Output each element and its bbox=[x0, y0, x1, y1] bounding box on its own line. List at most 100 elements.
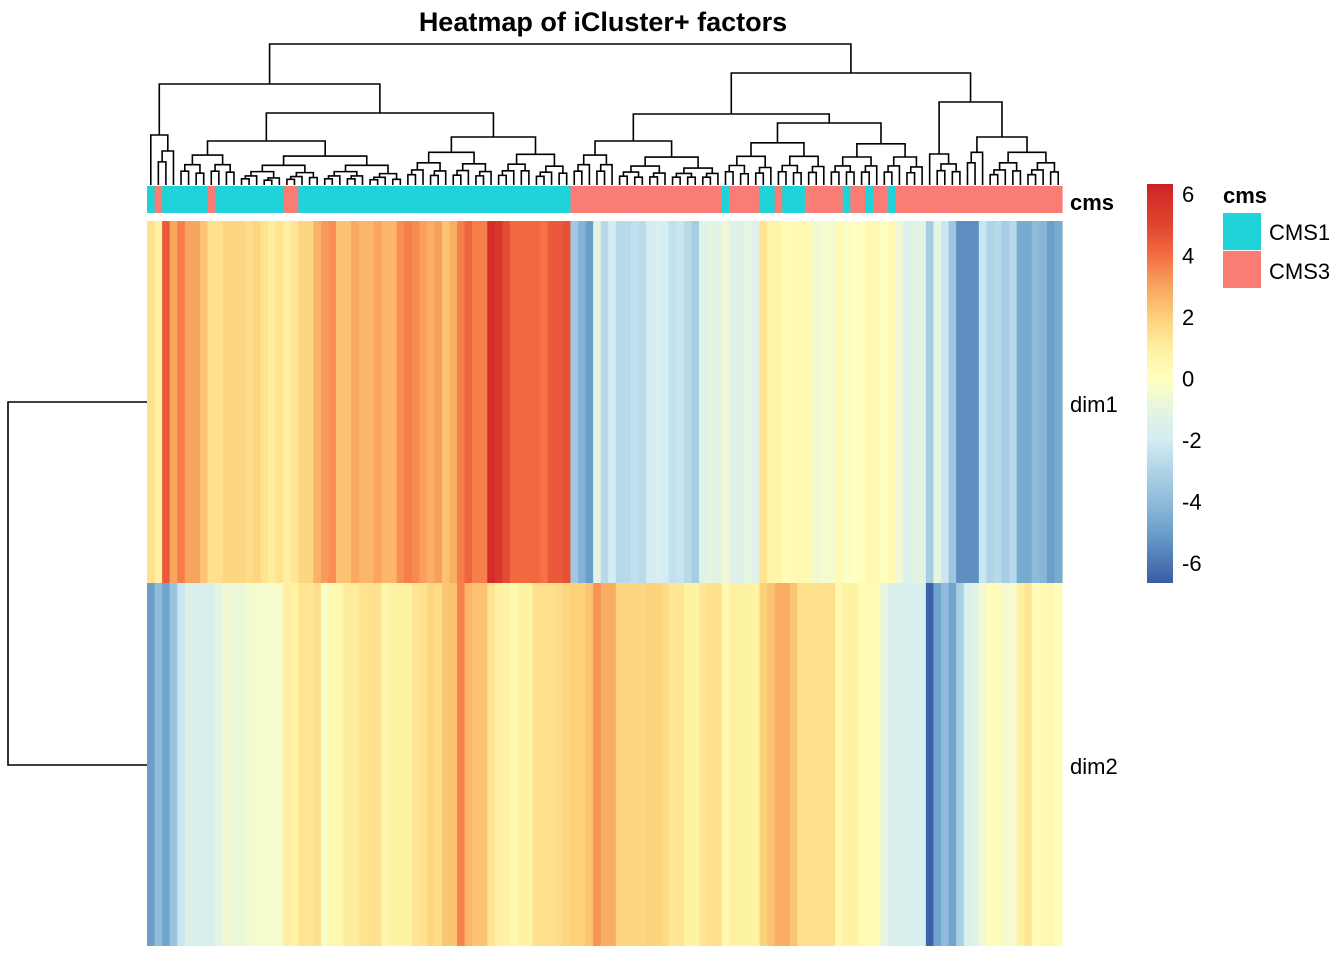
heatmap-cell-dim1 bbox=[260, 221, 269, 583]
heatmap-cell-dim2 bbox=[260, 583, 269, 946]
annotation-cell bbox=[343, 186, 352, 213]
annotation-cell bbox=[547, 186, 556, 213]
heatmap-cell-dim1 bbox=[578, 221, 587, 583]
annotation-cell bbox=[759, 186, 768, 213]
heatmap-cell-dim1 bbox=[283, 221, 292, 583]
heatmap-cell-dim1 bbox=[509, 221, 519, 583]
cms-legend-title: cms bbox=[1223, 183, 1267, 208]
annotation-cell bbox=[532, 186, 541, 213]
heatmap-cell-dim2 bbox=[903, 583, 912, 946]
heatmap-cell-dim2 bbox=[857, 583, 866, 946]
annotation-cell bbox=[449, 186, 458, 213]
heatmap-cell-dim2 bbox=[517, 583, 526, 946]
heatmap-cell-dim2 bbox=[1039, 583, 1048, 946]
dendrogram-branch bbox=[998, 162, 1018, 171]
dendrogram-branch bbox=[811, 165, 825, 185]
annotation-cell bbox=[751, 186, 761, 213]
heatmap-cell-dim2 bbox=[767, 583, 776, 946]
heatmap-cell-dim1 bbox=[570, 221, 579, 583]
heatmap-cell-dim2 bbox=[978, 583, 987, 946]
annotation-cell bbox=[699, 186, 708, 213]
annotation-cell bbox=[630, 186, 640, 213]
heatmap-cell-dim1 bbox=[547, 221, 556, 583]
heatmap-cell-dim1 bbox=[623, 221, 632, 583]
heatmap-cell-dim1 bbox=[759, 221, 768, 583]
dendrogram-branch bbox=[633, 176, 644, 185]
dendrogram-branch bbox=[596, 170, 606, 185]
heatmap-cell-dim1 bbox=[963, 221, 972, 583]
heatmap-cell-dim2 bbox=[532, 583, 541, 946]
heatmap-cell-dim2 bbox=[1016, 583, 1025, 946]
heatmap-cell-dim2 bbox=[993, 583, 1003, 946]
annotation-cell bbox=[177, 186, 186, 213]
annotation-cell bbox=[1039, 186, 1048, 213]
heatmap-cell-dim2 bbox=[789, 583, 798, 946]
heatmap-cell-dim2 bbox=[623, 583, 632, 946]
heatmap-cell-dim2 bbox=[358, 583, 367, 946]
heatmap-cell-dim2 bbox=[948, 583, 957, 946]
heatmap-cell-dim1 bbox=[252, 221, 262, 583]
annotation-cell bbox=[494, 186, 504, 213]
heatmap-cell-dim1 bbox=[290, 221, 299, 583]
heatmap-cell-dim1 bbox=[827, 221, 836, 583]
heatmap-cell-dim2 bbox=[1031, 583, 1040, 946]
annotation-cell bbox=[267, 186, 277, 213]
dendrogram-branch bbox=[475, 175, 485, 185]
annotation-cell bbox=[767, 186, 776, 213]
heatmap-cell-dim1 bbox=[608, 221, 617, 583]
annotation-cell bbox=[623, 186, 632, 213]
annotation-cell bbox=[184, 186, 193, 213]
dendrogram-branch bbox=[410, 169, 424, 185]
annotation-cell bbox=[774, 186, 783, 213]
dendrogram-branch bbox=[501, 170, 515, 185]
dendrogram-branch bbox=[970, 151, 984, 185]
annotation-cell bbox=[230, 186, 239, 213]
annotation-cell bbox=[525, 186, 534, 213]
dendrogram-branch bbox=[282, 155, 368, 166]
heatmap-cell-dim2 bbox=[782, 583, 791, 946]
heatmap-cell-dim1 bbox=[986, 221, 995, 583]
heatmap-cell-dim1 bbox=[910, 221, 919, 583]
heatmap-cell-dim2 bbox=[1054, 583, 1063, 946]
chart-title: Heatmap of iCluster+ factors bbox=[419, 7, 787, 37]
annotation-cell bbox=[1016, 186, 1025, 213]
heatmap-cell-dim2 bbox=[865, 583, 874, 946]
annotation-cell bbox=[487, 186, 496, 213]
heatmap-cell-dim2 bbox=[479, 583, 488, 946]
heatmap-cell-dim1 bbox=[494, 221, 504, 583]
heatmap-cell-dim2 bbox=[963, 583, 972, 946]
annotation-cell bbox=[782, 186, 791, 213]
heatmap-cell-dim1 bbox=[373, 221, 383, 583]
annotation-cell bbox=[509, 186, 519, 213]
dendrogram-branch bbox=[378, 172, 398, 180]
heatmap-cell-dim2 bbox=[744, 583, 753, 946]
heatmap-cell-dim2 bbox=[305, 583, 314, 946]
dendrogram-branch bbox=[369, 178, 379, 185]
dendrogram-branch bbox=[263, 179, 273, 185]
dendrogram-branch bbox=[535, 175, 545, 185]
heatmap-cell-dim2 bbox=[388, 583, 398, 946]
annotation-cell bbox=[1046, 186, 1056, 213]
annotation-cell bbox=[562, 186, 572, 213]
dendrogram-branch bbox=[461, 163, 487, 172]
heatmap-cell-dim1 bbox=[804, 221, 814, 583]
annotation-cell bbox=[381, 186, 390, 213]
heatmap-cell-dim1 bbox=[320, 221, 330, 583]
heatmap-cell-dim1 bbox=[691, 221, 700, 583]
heatmap-cell-dim1 bbox=[215, 221, 224, 583]
heatmap-cell-dim2 bbox=[888, 583, 897, 946]
heatmap-cell-dim1 bbox=[184, 221, 193, 583]
heatmap-cell-dim2 bbox=[971, 583, 980, 946]
dendrogram-branch bbox=[286, 178, 296, 185]
dendrogram-branch bbox=[776, 122, 882, 144]
dendrogram-branch bbox=[887, 165, 901, 185]
heatmap-cell-dim1 bbox=[434, 221, 443, 583]
dendrogram-branch bbox=[206, 140, 326, 157]
heatmap-cell-dim1 bbox=[464, 221, 473, 583]
annotation-cell bbox=[963, 186, 972, 213]
annotation-cell bbox=[434, 186, 443, 213]
dendrogram-branch bbox=[373, 176, 387, 185]
dendrogram-branch bbox=[191, 154, 224, 165]
annotation-cell bbox=[1024, 186, 1033, 213]
